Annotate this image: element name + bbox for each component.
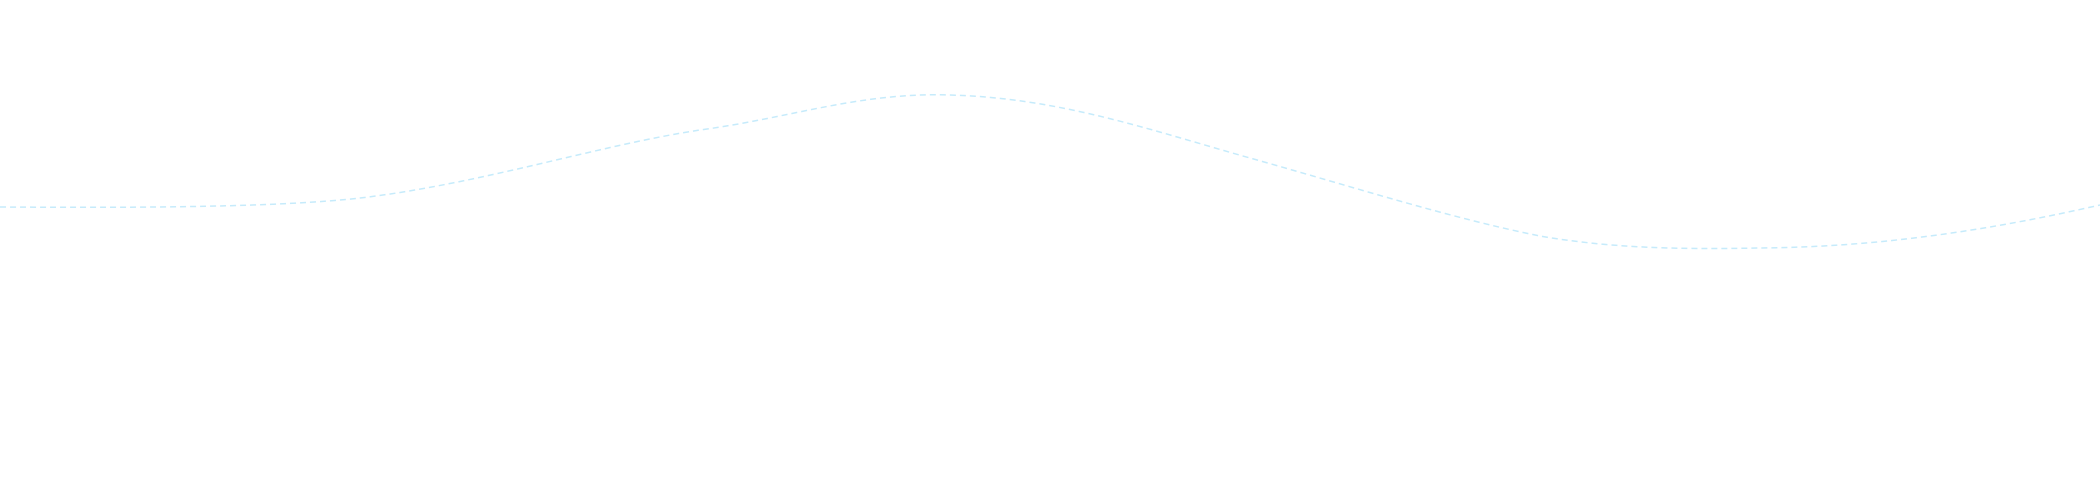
dashed-wave-line xyxy=(0,94,2100,250)
